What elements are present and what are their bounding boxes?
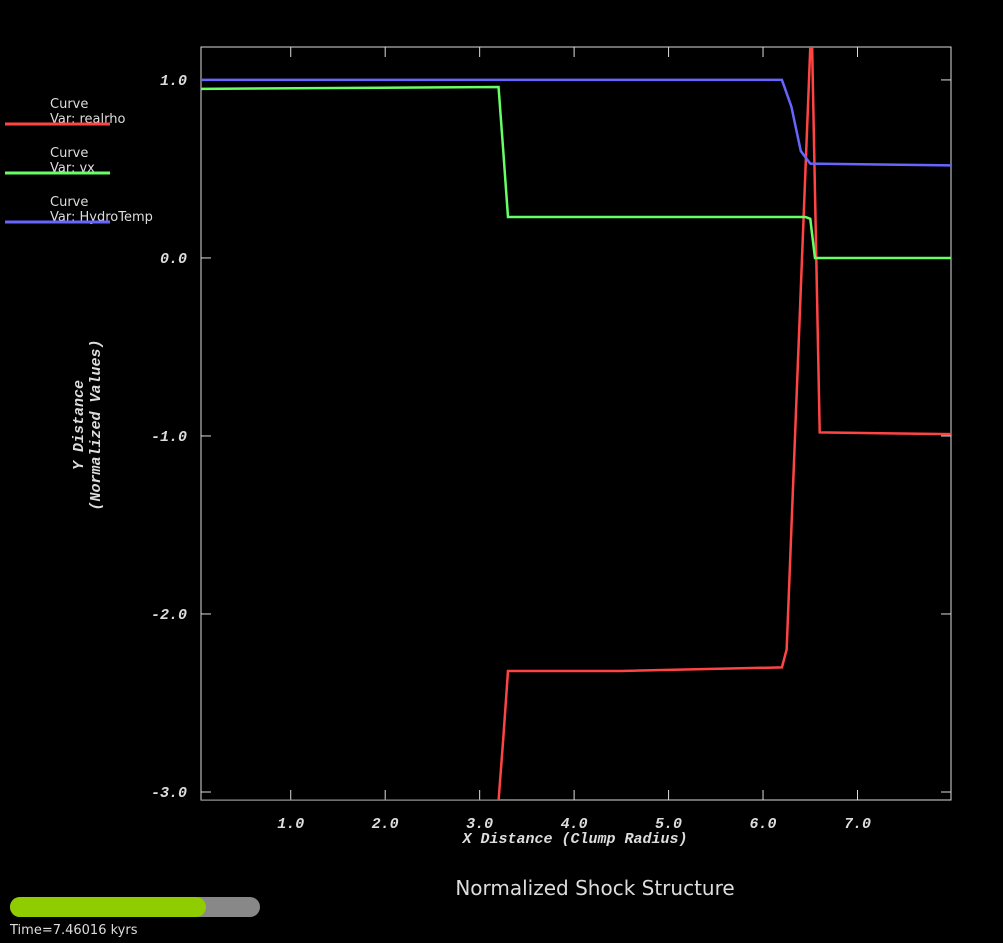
y-axis-label-group: Y Distance (Normalized Values)	[71, 339, 105, 510]
x-axis-label: X Distance (Clump Radius)	[461, 831, 687, 848]
x-tick-label: 4.0	[561, 816, 588, 833]
y-tick-label: -3.0	[151, 785, 187, 802]
plot-frame	[200, 46, 952, 801]
series-line	[201, 47, 951, 800]
legend-heading: Curve	[50, 195, 88, 210]
x-tick-label: 1.0	[277, 816, 304, 833]
y-axis-label: Y Distance	[71, 380, 88, 470]
y-axis-label: (Normalized Values)	[88, 339, 105, 510]
y-tick-label: 1.0	[160, 73, 187, 90]
x-tick-label: 7.0	[844, 816, 871, 833]
series-line	[201, 78, 951, 167]
y-tick-label: 0.0	[160, 251, 187, 268]
x-tick-label: 6.0	[750, 816, 777, 833]
legend-heading: Curve	[50, 97, 88, 112]
y-tick-label: -1.0	[151, 429, 187, 446]
legend-heading: Curve	[50, 146, 88, 161]
plot-lines	[201, 47, 951, 800]
x-tick-label: 2.0	[372, 816, 399, 833]
x-tick-label: 5.0	[655, 816, 682, 833]
progress-fill	[10, 897, 206, 917]
series-line	[201, 85, 951, 260]
chart-title: Normalized Shock Structure	[455, 876, 734, 900]
y-tick-label: -2.0	[151, 607, 187, 624]
x-tick-label: 3.0	[466, 816, 493, 833]
time-label: Time=7.46016 kyrs	[9, 923, 138, 938]
